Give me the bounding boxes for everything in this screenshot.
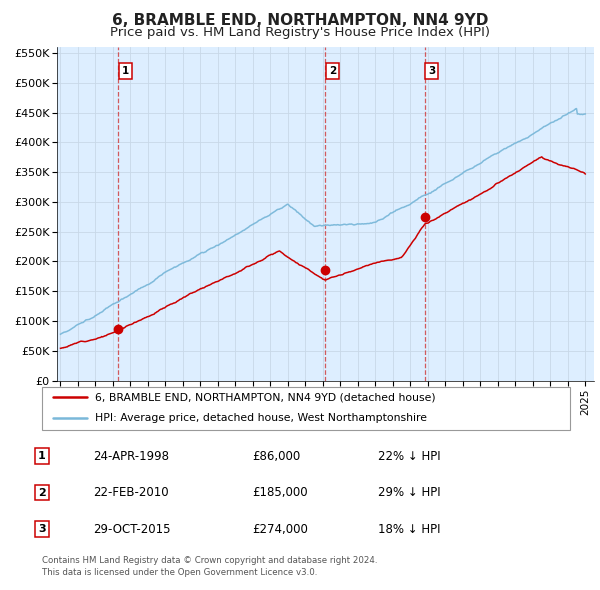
- Text: Price paid vs. HM Land Registry's House Price Index (HPI): Price paid vs. HM Land Registry's House …: [110, 26, 490, 39]
- Text: HPI: Average price, detached house, West Northamptonshire: HPI: Average price, detached house, West…: [95, 414, 427, 424]
- Text: 6, BRAMBLE END, NORTHAMPTON, NN4 9YD (detached house): 6, BRAMBLE END, NORTHAMPTON, NN4 9YD (de…: [95, 392, 436, 402]
- Text: 29-OCT-2015: 29-OCT-2015: [93, 523, 170, 536]
- Text: 22-FEB-2010: 22-FEB-2010: [93, 486, 169, 499]
- Text: 2: 2: [38, 488, 46, 497]
- Text: 3: 3: [428, 66, 436, 76]
- Text: £86,000: £86,000: [252, 450, 300, 463]
- Text: 1: 1: [122, 66, 129, 76]
- Text: 24-APR-1998: 24-APR-1998: [93, 450, 169, 463]
- Text: £185,000: £185,000: [252, 486, 308, 499]
- Text: £274,000: £274,000: [252, 523, 308, 536]
- Text: 18% ↓ HPI: 18% ↓ HPI: [378, 523, 440, 536]
- Text: 6, BRAMBLE END, NORTHAMPTON, NN4 9YD: 6, BRAMBLE END, NORTHAMPTON, NN4 9YD: [112, 13, 488, 28]
- Text: 1: 1: [38, 451, 46, 461]
- Text: 29% ↓ HPI: 29% ↓ HPI: [378, 486, 440, 499]
- Text: Contains HM Land Registry data © Crown copyright and database right 2024.
This d: Contains HM Land Registry data © Crown c…: [42, 556, 377, 577]
- Text: 2: 2: [329, 66, 336, 76]
- Text: 22% ↓ HPI: 22% ↓ HPI: [378, 450, 440, 463]
- FancyBboxPatch shape: [42, 387, 570, 430]
- Text: 3: 3: [38, 525, 46, 534]
